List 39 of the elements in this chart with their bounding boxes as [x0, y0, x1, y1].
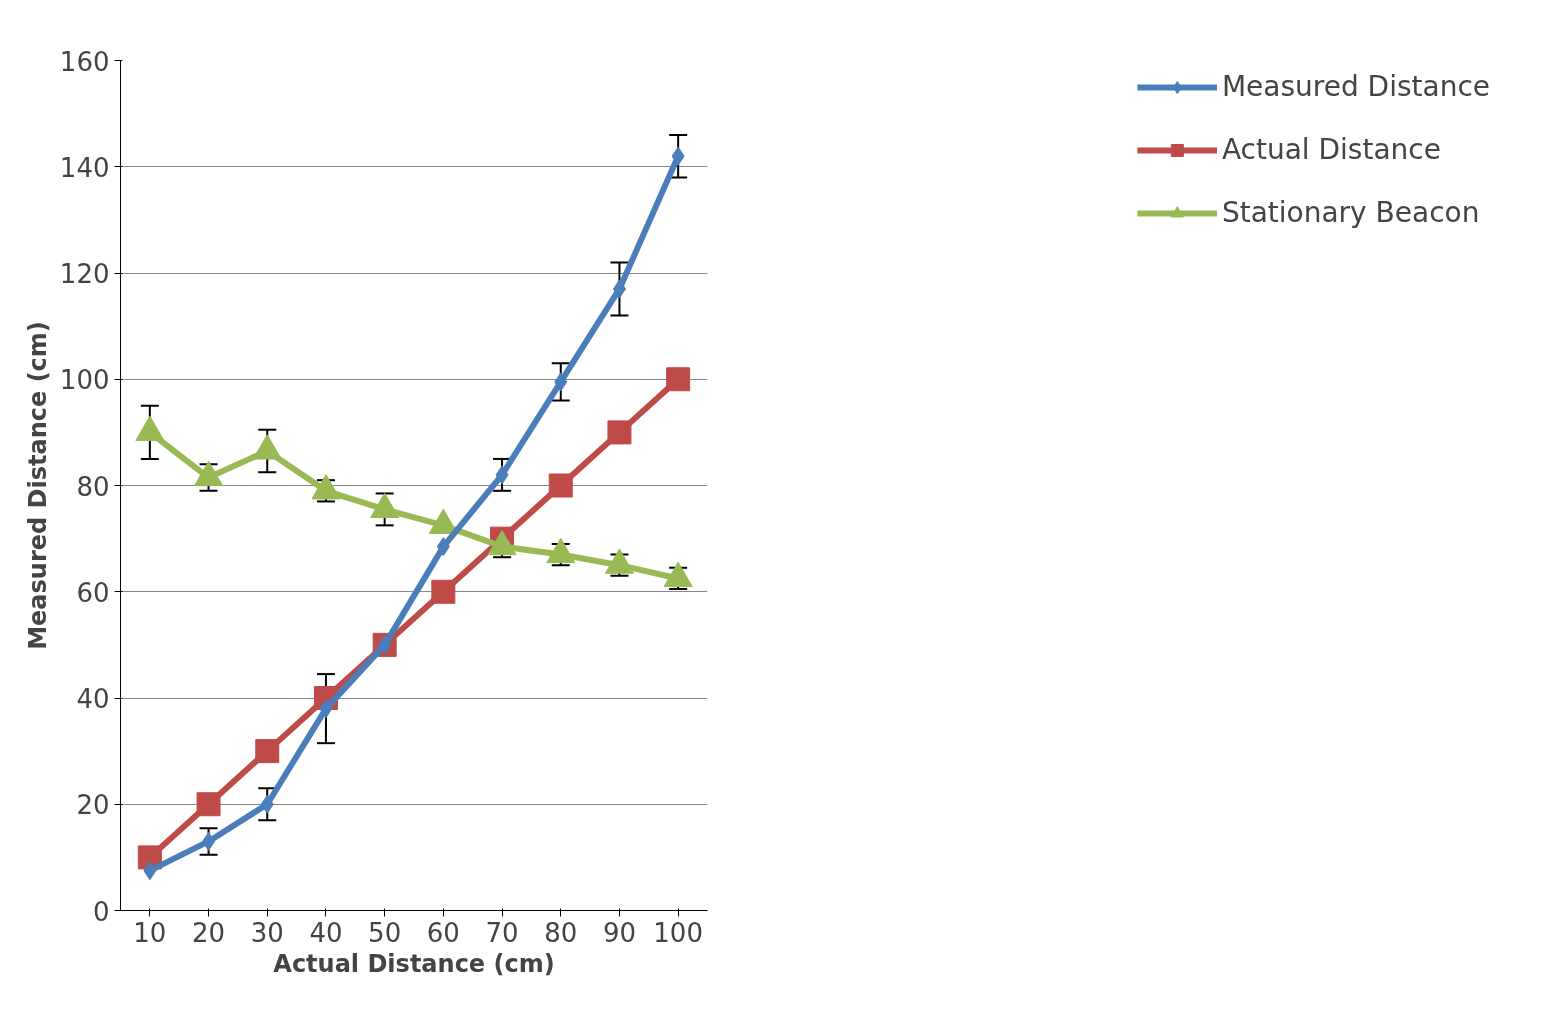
- x-axis-title: Actual Distance (cm): [273, 949, 555, 978]
- y-tick-label: 20: [76, 790, 110, 821]
- y-tick-label: 140: [59, 152, 110, 183]
- point: [607, 420, 632, 445]
- x-tick-label: 100: [653, 917, 703, 948]
- x-tick-label: 20: [192, 917, 226, 948]
- legend-label: Measured Distance: [1221, 70, 1490, 103]
- legend-label: Actual Distance: [1221, 133, 1441, 166]
- x-tick-label: 70: [485, 917, 519, 948]
- point: [548, 473, 573, 498]
- point: [431, 579, 456, 604]
- legend-label: Stationary Beacon: [1221, 196, 1480, 229]
- point: [202, 831, 216, 851]
- point: [612, 279, 626, 299]
- y-tick-label: 40: [76, 684, 110, 714]
- y-tick-label: 80: [76, 471, 110, 502]
- point: [495, 465, 509, 485]
- y-tick-label: 0: [92, 896, 110, 927]
- y-tick-label: 100: [59, 365, 110, 396]
- point: [196, 792, 221, 817]
- x-tick-label: 80: [544, 917, 578, 948]
- point: [319, 699, 333, 719]
- point: [666, 367, 691, 392]
- y-tick-label: 120: [59, 259, 110, 289]
- y-axis-title: Measured Distance (cm): [23, 321, 52, 650]
- y-tick-label: 160: [59, 46, 110, 77]
- x-tick-label: 10: [133, 917, 167, 948]
- x-tick-label: 30: [250, 917, 284, 948]
- y-tick-label: 60: [76, 577, 110, 608]
- x-tick-label: 60: [426, 917, 460, 948]
- x-tick-label: 90: [602, 917, 636, 948]
- point: [554, 372, 568, 392]
- point: [260, 794, 274, 814]
- point: [255, 739, 280, 764]
- point: [671, 146, 685, 166]
- point: [436, 537, 450, 557]
- x-tick-label: 40: [309, 917, 343, 948]
- point: [143, 861, 157, 881]
- x-tick-label: 50: [368, 917, 402, 948]
